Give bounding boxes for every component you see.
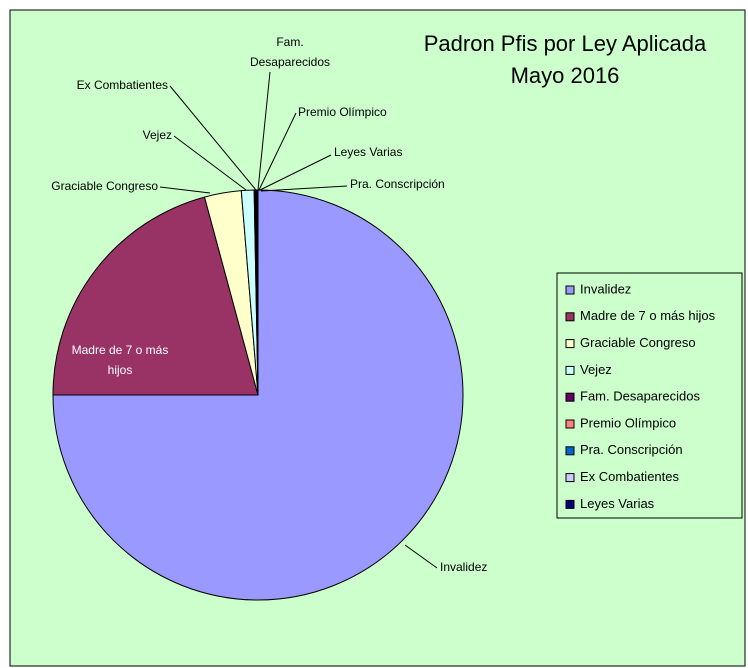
chart-title: Padron Pfis por Ley Aplicada <box>424 31 707 56</box>
legend-label: Graciable Congreso <box>580 335 696 350</box>
legend-label: Ex Combatientes <box>580 469 679 484</box>
data-label-box: Fam. Desaparecidos <box>249 35 331 69</box>
data-label: Vejez <box>143 128 172 142</box>
legend-label: Vejez <box>580 362 612 377</box>
leader-line <box>258 112 297 191</box>
legend-swatch <box>565 312 575 322</box>
leader-line <box>159 186 211 194</box>
legend-label: Fam. Desaparecidos <box>580 389 700 404</box>
legend <box>556 272 743 519</box>
legend-swatch <box>565 339 575 349</box>
data-label: Madre de 7 o más hijos <box>71 343 169 377</box>
data-label-box: Madre de 7 o más hijos <box>71 343 169 377</box>
leader-line <box>169 85 257 191</box>
leader-line <box>260 185 348 192</box>
leader-line <box>257 71 271 191</box>
data-label: Ex Combatientes <box>77 78 168 92</box>
legend-swatch <box>565 285 575 295</box>
legend-swatch <box>565 365 575 375</box>
leader-line <box>259 154 332 191</box>
legend-label: Pra. Conscripción <box>580 442 683 457</box>
legend-swatch <box>565 499 575 509</box>
legend-swatch <box>565 473 575 483</box>
legend-label: Leyes Varias <box>580 496 655 511</box>
data-label: Leyes Varias <box>334 145 402 159</box>
data-label: Pra. Conscripción <box>350 177 445 191</box>
leader-line <box>404 544 438 569</box>
legend-label: Invalidez <box>580 281 631 296</box>
legend-label: Madre de 7 o más hijos <box>580 308 716 323</box>
data-label: Fam. Desaparecidos <box>249 35 331 69</box>
legend-swatch <box>565 446 575 456</box>
leader-line <box>173 135 247 191</box>
pie-slice <box>256 189 259 396</box>
data-label: Graciable Congreso <box>51 179 158 193</box>
data-label: Invalidez <box>440 560 487 574</box>
legend-swatch <box>565 392 575 402</box>
legend-label: Premio Olímpico <box>580 415 676 430</box>
legend-swatch <box>565 419 575 429</box>
chart-title: Mayo 2016 <box>511 63 620 88</box>
data-label: Premio Olímpico <box>298 105 387 119</box>
pie-slice <box>52 196 259 396</box>
